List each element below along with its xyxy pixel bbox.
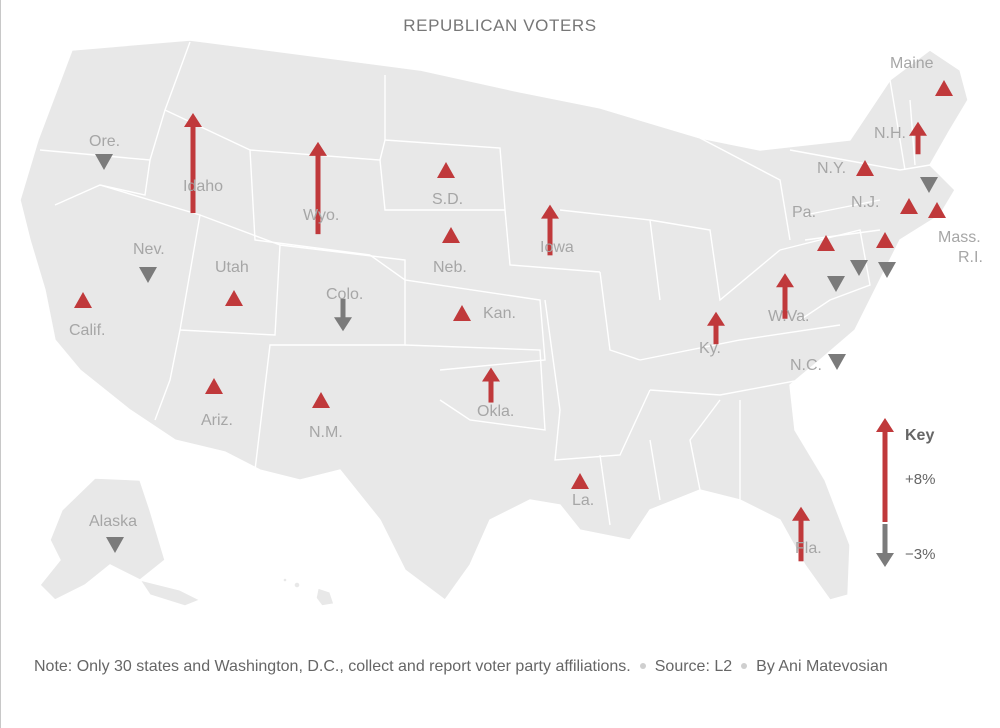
state-label-mass: Mass. bbox=[938, 229, 981, 246]
state-label-n-c: N.C. bbox=[790, 357, 822, 374]
state-label-n-m: N.M. bbox=[309, 424, 343, 441]
state-label-utah: Utah bbox=[215, 259, 249, 276]
state-label-iowa: Iowa bbox=[540, 239, 574, 256]
marker-n-h-shaft bbox=[915, 133, 921, 155]
state-label-n-j: N.J. bbox=[851, 194, 879, 211]
marker-n-y bbox=[856, 160, 874, 176]
state-label-idaho: Idaho bbox=[183, 178, 223, 195]
marker-d-c bbox=[878, 262, 896, 278]
key-up-arrow-shaft bbox=[882, 430, 888, 522]
marker-wyo-shaft bbox=[315, 153, 321, 235]
state-label-neb: Neb. bbox=[433, 259, 467, 276]
marker-la bbox=[571, 473, 589, 489]
marker-colo-head bbox=[334, 317, 352, 332]
marker-nev bbox=[139, 267, 157, 283]
state-label-w-va: W.Va. bbox=[768, 308, 810, 325]
marker-n-j bbox=[900, 198, 918, 214]
key-title: Key bbox=[905, 427, 934, 444]
us-outline bbox=[19, 39, 969, 601]
marker-ky-shaft bbox=[713, 323, 719, 345]
state-label-n-y: N.Y. bbox=[817, 160, 846, 177]
state-label-calif: Calif. bbox=[69, 322, 105, 339]
marker-md bbox=[850, 260, 868, 276]
us-map: Maine N.H. N.Y. Mass. R.I. N.J. Pa. W.Va. Ky. N.C… bbox=[19, 39, 983, 607]
state-borders bbox=[39, 41, 931, 526]
state-label-la: La. bbox=[572, 492, 594, 509]
marker-utah bbox=[225, 290, 243, 306]
state-label-n-h: N.H. bbox=[874, 125, 906, 142]
state-label-okla: Okla. bbox=[477, 403, 514, 420]
marker-r-i bbox=[920, 177, 938, 193]
marker-colo-shaft bbox=[340, 298, 346, 320]
state-label-ore: Ore. bbox=[89, 133, 120, 150]
key-up-arrow bbox=[876, 418, 894, 522]
marker-fla-shaft bbox=[798, 518, 804, 562]
marker-va bbox=[827, 276, 845, 292]
marker-kan bbox=[453, 305, 471, 321]
state-label-r-i: R.I. bbox=[958, 249, 983, 266]
marker-okla-head bbox=[482, 367, 500, 382]
state-label-kan: Kan. bbox=[483, 305, 516, 322]
state-label-alaska: Alaska bbox=[89, 513, 137, 530]
marker-ore bbox=[95, 154, 113, 170]
alaska-shape bbox=[39, 477, 166, 601]
marker-iowa-head bbox=[541, 204, 559, 219]
key-down-arrow bbox=[876, 524, 894, 567]
marker-mass bbox=[928, 202, 946, 218]
marker-w-va-shaft bbox=[782, 285, 788, 319]
alaska-tail bbox=[138, 578, 202, 607]
source-text: Source: L2 bbox=[654, 658, 733, 675]
key-min-label: −3% bbox=[905, 546, 935, 563]
marker-n-c bbox=[828, 354, 846, 370]
frame-edge bbox=[0, 0, 1, 728]
marker-s-d bbox=[437, 162, 455, 178]
marker-neb bbox=[442, 227, 460, 243]
marker-del bbox=[876, 232, 894, 248]
marker-idaho-shaft bbox=[190, 124, 196, 214]
footer-note: Note: Only 30 states and Washington, D.C… bbox=[34, 654, 934, 680]
marker-okla-shaft bbox=[488, 379, 494, 403]
state-label-colo: Colo. bbox=[326, 286, 363, 303]
state-label-s-d: S.D. bbox=[432, 191, 463, 208]
hawaii-shape bbox=[315, 587, 335, 607]
marker-iowa-shaft bbox=[547, 216, 553, 256]
state-label-ariz: Ariz. bbox=[201, 412, 233, 429]
state-label-maine: Maine bbox=[890, 55, 934, 72]
map-title: REPUBLICAN VOTERS bbox=[403, 16, 597, 35]
marker-wyo-head bbox=[309, 141, 327, 156]
marker-alaska bbox=[106, 537, 124, 553]
separator-dot bbox=[639, 662, 646, 669]
hawaii-islet bbox=[293, 581, 301, 589]
marker-maine bbox=[935, 80, 953, 96]
marker-ky-head bbox=[707, 311, 725, 326]
marker-n-m bbox=[312, 392, 330, 408]
marker-calif bbox=[74, 292, 92, 308]
state-label-nev: Nev. bbox=[133, 241, 165, 258]
key-up-arrow-head bbox=[876, 418, 894, 432]
state-label-fla: Fla. bbox=[795, 540, 822, 557]
separator-dot bbox=[741, 662, 748, 669]
hawaii-islet bbox=[282, 577, 288, 583]
state-label-ky: Ky. bbox=[699, 340, 721, 357]
land-shapes bbox=[19, 39, 969, 607]
key-max-label: +8% bbox=[905, 471, 935, 488]
key-down-arrow-head bbox=[876, 553, 894, 567]
byline-text: By Ani Matevosian bbox=[756, 658, 888, 675]
markers bbox=[74, 80, 953, 562]
key: Key +8% −3% bbox=[876, 418, 935, 567]
key-down-arrow-shaft bbox=[882, 524, 888, 555]
state-label-wyo: Wyo. bbox=[303, 207, 339, 224]
note-text: Note: Only 30 states and Washington, D.C… bbox=[34, 658, 631, 675]
marker-ariz bbox=[205, 378, 223, 394]
marker-n-h-head bbox=[909, 121, 927, 136]
marker-fla-head bbox=[792, 506, 810, 521]
state-label-pa: Pa. bbox=[792, 204, 816, 221]
marker-pa bbox=[817, 235, 835, 251]
marker-idaho-head bbox=[184, 112, 202, 127]
marker-w-va-head bbox=[776, 273, 794, 288]
